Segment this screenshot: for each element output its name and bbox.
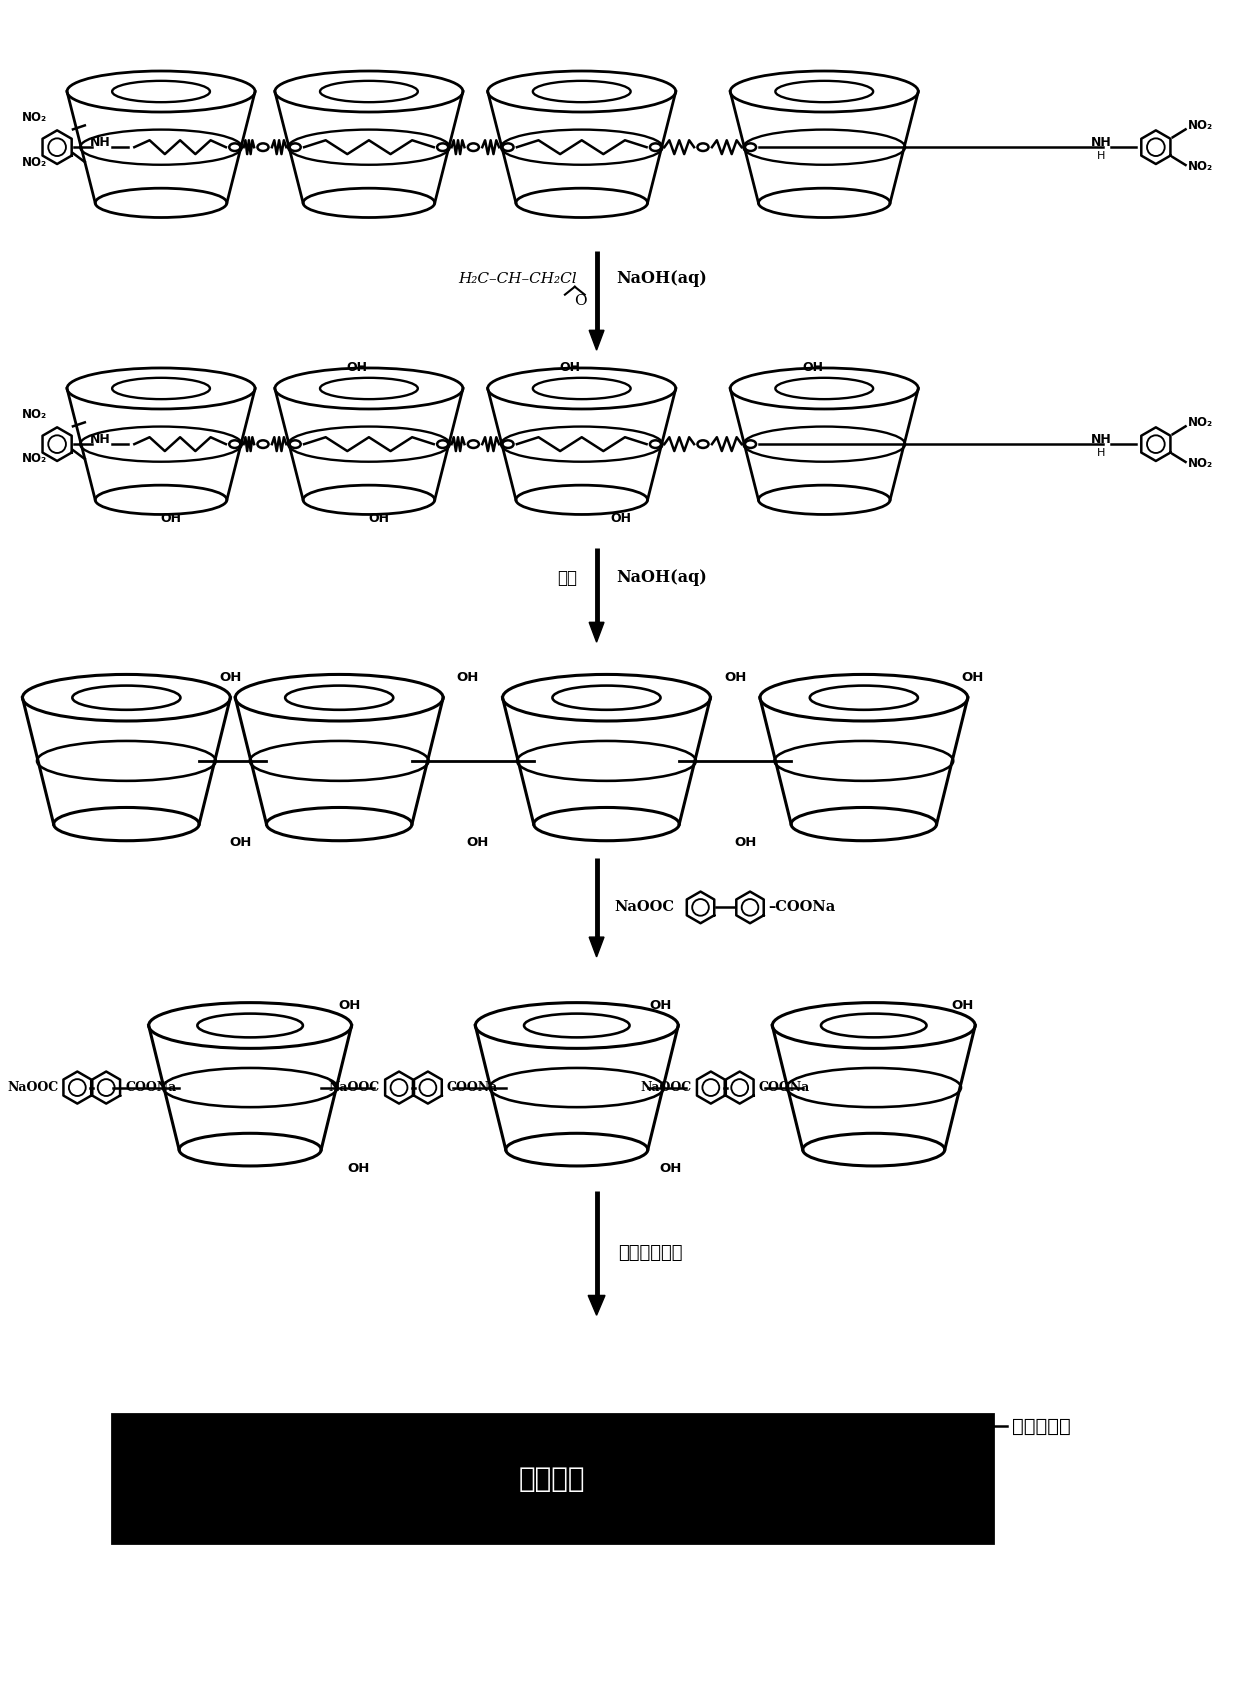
Text: NO₂: NO₂ [1188, 416, 1213, 430]
Text: NH: NH [1091, 136, 1112, 149]
Text: NO₂: NO₂ [1188, 161, 1213, 173]
Text: OH: OH [348, 1161, 371, 1175]
Text: OH: OH [961, 671, 983, 684]
Text: NaOH(aq): NaOH(aq) [616, 569, 707, 586]
Text: NH: NH [91, 433, 112, 445]
Text: NaOOC: NaOOC [614, 900, 675, 915]
Text: NO₂: NO₂ [1188, 119, 1213, 132]
Bar [112, 1414, 992, 1543]
Text: COONa: COONa [125, 1082, 176, 1094]
Text: OH: OH [802, 360, 823, 374]
Text: 加热: 加热 [557, 569, 577, 588]
Text: COONa: COONa [446, 1082, 498, 1094]
Polygon shape [588, 1296, 605, 1316]
Text: NH: NH [91, 136, 112, 149]
Text: 商业隔膜: 商业隔膜 [518, 1465, 585, 1493]
Text: OH: OH [660, 1161, 682, 1175]
Text: –COONa: –COONa [768, 900, 835, 915]
Text: 纳米改性层: 纳米改性层 [1012, 1416, 1071, 1435]
Text: OH: OH [339, 998, 361, 1012]
Text: OH: OH [559, 360, 580, 374]
Text: NO₂: NO₂ [1188, 457, 1213, 470]
Text: NaOOC: NaOOC [329, 1082, 379, 1094]
Polygon shape [589, 623, 604, 642]
Text: OH: OH [734, 835, 756, 849]
Text: NH: NH [1091, 433, 1112, 445]
Text: NO₂: NO₂ [22, 452, 47, 465]
Text: OH: OH [951, 998, 975, 1012]
Text: COONa: COONa [759, 1082, 810, 1094]
Text: NO₂: NO₂ [22, 156, 47, 168]
Text: OH: OH [346, 360, 367, 374]
Text: OH: OH [456, 671, 479, 684]
Text: NaOH(aq): NaOH(aq) [616, 270, 707, 287]
Text: H: H [1097, 448, 1106, 458]
Text: NO₂: NO₂ [22, 110, 47, 124]
Polygon shape [589, 937, 604, 958]
Text: H₂C–CH–CH₂Cl: H₂C–CH–CH₂Cl [458, 272, 577, 285]
Text: 浸涂商业隔膜: 浸涂商业隔膜 [619, 1245, 683, 1262]
Text: OH: OH [368, 511, 389, 525]
Text: OH: OH [724, 671, 746, 684]
Text: NO₂: NO₂ [22, 408, 47, 421]
Text: OH: OH [650, 998, 672, 1012]
Text: NaOOC: NaOOC [7, 1082, 58, 1094]
Text: OH: OH [229, 835, 252, 849]
Text: OH: OH [219, 671, 242, 684]
Polygon shape [589, 331, 604, 350]
Text: NaOOC: NaOOC [641, 1082, 692, 1094]
Text: OH: OH [611, 511, 632, 525]
Text: H: H [1097, 151, 1106, 161]
Text: OH: OH [466, 835, 489, 849]
Text: OH: OH [160, 511, 181, 525]
Text: O: O [574, 294, 587, 307]
